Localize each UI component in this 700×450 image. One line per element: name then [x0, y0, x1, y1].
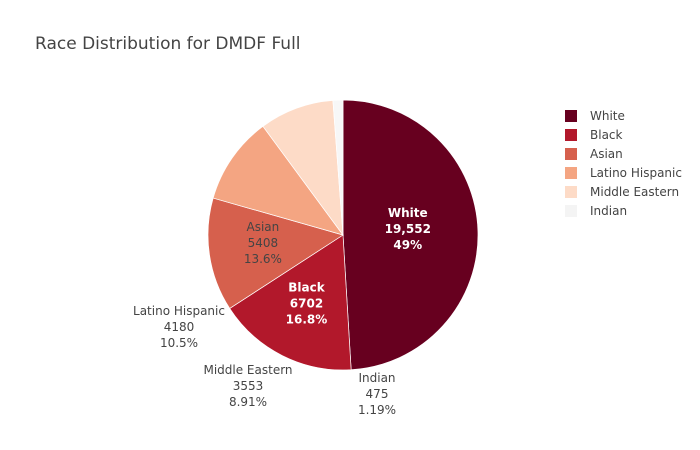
slice-value-white: 19,552	[385, 222, 431, 236]
pie-slice-black[interactable]	[229, 234, 352, 371]
legend-item-indian[interactable]: Indian	[565, 201, 682, 220]
slice-percent-asian: 13.6%	[244, 252, 282, 266]
pie-slice-white[interactable]	[342, 99, 479, 371]
legend-item-white[interactable]: White	[565, 106, 682, 125]
legend-item-middle-eastern[interactable]: Middle Eastern	[565, 182, 682, 201]
slice-label-asian: Asian	[247, 220, 280, 234]
chart-title: Race Distribution for DMDF Full	[35, 34, 301, 54]
legend: White Black Asian Latino Hispanic Middle Eas…	[565, 106, 682, 220]
slice-percent-middle-eastern: 8.91%	[229, 395, 267, 409]
legend-swatch	[565, 166, 577, 179]
legend-label: Black	[590, 127, 623, 142]
legend-label: Asian	[590, 146, 623, 161]
legend-swatch	[565, 128, 577, 141]
slice-label-latino-hispanic: Latino Hispanic	[133, 304, 225, 318]
slice-label-middle-eastern: Middle Eastern	[203, 363, 292, 377]
slice-value-middle-eastern: 3553	[233, 379, 264, 393]
pie-slice-indian[interactable]	[332, 99, 344, 236]
slice-label-black: Black	[288, 280, 325, 294]
legend-swatch	[565, 109, 577, 122]
slice-percent-black: 16.8%	[286, 312, 328, 326]
slice-value-latino-hispanic: 4180	[164, 320, 195, 334]
slice-percent-latino-hispanic: 10.5%	[160, 336, 198, 350]
slice-value-asian: 5408	[248, 236, 279, 250]
legend-label: Middle Eastern	[590, 184, 680, 199]
legend-swatch	[565, 204, 577, 217]
legend-item-latino-hispanic[interactable]: Latino Hispanic	[565, 163, 682, 182]
slice-percent-white: 49%	[393, 238, 422, 252]
legend-swatch	[565, 185, 577, 198]
slice-value-black: 6702	[290, 296, 323, 310]
slice-value-indian: 475	[366, 387, 389, 401]
slice-label-white: White	[388, 206, 428, 220]
legend-item-black[interactable]: Black	[565, 125, 682, 144]
legend-swatch	[565, 147, 577, 160]
legend-item-asian[interactable]: Asian	[565, 144, 682, 163]
pie-slice-latino-hispanic[interactable]	[212, 125, 344, 236]
legend-label: Latino Hispanic	[590, 165, 682, 180]
legend-label: Indian	[590, 203, 628, 218]
legend-label: White	[590, 108, 625, 123]
slice-label-indian: Indian	[358, 371, 395, 385]
slice-percent-indian: 1.19%	[358, 403, 396, 417]
